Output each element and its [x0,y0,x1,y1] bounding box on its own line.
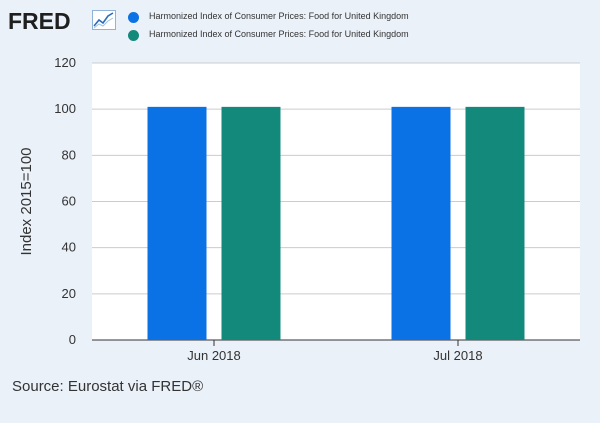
fred-logo[interactable]: FRED [8,8,71,34]
bar[interactable] [391,106,451,340]
y-tick-label: 40 [62,240,76,255]
y-tick-label: 60 [62,194,76,209]
legend-label: Harmonized Index of Consumer Prices: Foo… [149,29,409,39]
header: FRED Harmonized Index of Consumer Prices… [0,0,600,50]
y-tick-label: 0 [69,332,76,347]
bar[interactable] [147,106,207,340]
line-chart-icon [92,10,116,35]
y-tick-label: 120 [54,55,76,70]
y-tick-label: 20 [62,286,76,301]
legend-marker [128,12,139,23]
bar[interactable] [465,106,525,340]
legend-marker [128,30,139,41]
y-axis-label: Index 2015=100 [18,147,35,255]
source-note: Source: Eurostat via FRED® [12,378,204,395]
y-tick-label: 80 [62,147,76,162]
x-tick-label: Jul 2018 [433,348,482,363]
legend-label: Harmonized Index of Consumer Prices: Foo… [149,11,409,21]
y-tick-label: 100 [54,101,76,116]
x-tick-label: Jun 2018 [187,348,241,363]
bar[interactable] [221,106,281,340]
